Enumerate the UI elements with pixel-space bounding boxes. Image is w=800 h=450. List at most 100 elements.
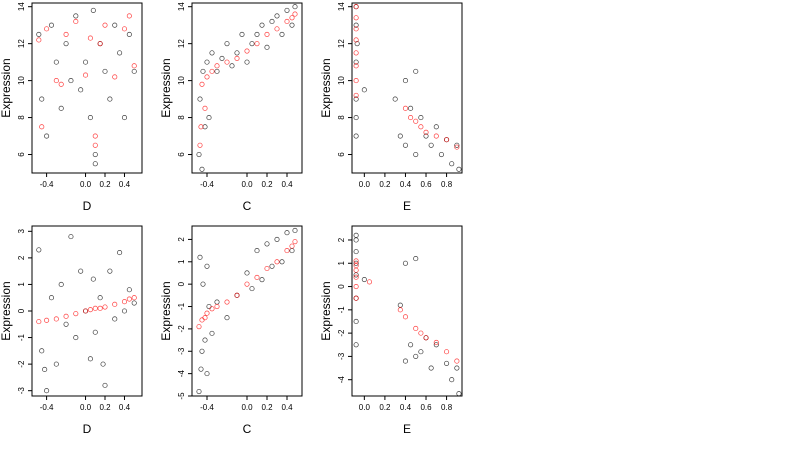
point	[202, 105, 208, 111]
point	[204, 74, 210, 80]
point	[92, 151, 98, 158]
point	[433, 342, 439, 348]
point	[353, 22, 359, 28]
point	[196, 324, 202, 330]
y-tick-label: 10	[17, 76, 26, 85]
point	[63, 313, 69, 319]
point	[284, 248, 290, 254]
y-axis-title: Expression	[159, 281, 173, 340]
point	[353, 50, 359, 56]
point	[209, 68, 215, 74]
plot-frame	[31, 2, 143, 174]
x-tick-label: 0.0	[80, 180, 92, 189]
point	[456, 391, 462, 397]
y-tick-label: 14	[337, 2, 346, 11]
point	[36, 247, 42, 253]
point	[264, 31, 270, 37]
point	[454, 142, 460, 148]
point	[44, 133, 50, 139]
point	[433, 133, 439, 139]
point	[353, 267, 359, 273]
point	[408, 342, 414, 348]
point	[279, 31, 285, 37]
point	[454, 144, 460, 150]
point	[418, 330, 424, 336]
point	[454, 358, 460, 364]
y-tick-label: 2	[337, 237, 346, 242]
point	[121, 26, 128, 32]
y-tick-label: -1	[177, 302, 186, 310]
point	[87, 307, 93, 313]
point	[408, 115, 414, 121]
x-tick-label: 0.0	[359, 403, 371, 412]
point	[199, 166, 205, 172]
x-tick-label: 0.2	[379, 180, 391, 189]
x-tick-label: 0.4	[281, 180, 293, 189]
point	[97, 295, 103, 301]
point	[353, 260, 359, 266]
point	[73, 13, 79, 19]
point	[224, 315, 230, 321]
point	[259, 22, 265, 28]
point	[444, 360, 450, 366]
x-tick-label: -0.4	[200, 180, 214, 189]
point	[73, 335, 79, 341]
point	[361, 277, 367, 283]
y-tick-label: -2	[177, 325, 186, 333]
point	[454, 365, 460, 371]
point	[39, 96, 45, 102]
point	[428, 142, 434, 148]
point	[204, 59, 210, 65]
point	[244, 281, 250, 287]
point	[224, 59, 230, 65]
y-tick-label: 12	[337, 39, 346, 48]
point	[82, 59, 89, 65]
point	[289, 22, 295, 28]
point	[274, 236, 280, 242]
point	[269, 18, 275, 25]
y-tick-label: -1	[337, 306, 346, 314]
point	[44, 317, 50, 323]
y-tick-label: 6	[337, 152, 346, 157]
point	[361, 87, 367, 93]
point	[112, 74, 118, 80]
point	[48, 295, 55, 301]
point	[289, 15, 295, 21]
x-axis-title: C	[243, 422, 252, 436]
point	[102, 382, 108, 388]
point	[78, 268, 84, 274]
point	[449, 377, 455, 383]
point	[423, 335, 429, 341]
x-axis-title: D	[83, 199, 92, 213]
point	[206, 115, 212, 121]
point	[413, 118, 419, 124]
y-tick-label: -4	[177, 370, 186, 378]
point	[39, 348, 45, 354]
point	[58, 281, 64, 287]
point	[234, 50, 240, 56]
point	[63, 41, 69, 47]
y-tick-label: 8	[337, 115, 346, 120]
y-axis-title: Expression	[319, 58, 333, 117]
point	[78, 87, 84, 93]
point	[121, 299, 128, 305]
point	[63, 31, 69, 37]
plot-frame	[351, 2, 463, 174]
y-tick-label: -4	[337, 376, 346, 384]
y-tick-label: 1	[337, 260, 346, 265]
point	[131, 300, 137, 306]
point	[366, 279, 373, 285]
x-tick-label: 0.2	[261, 180, 273, 189]
x-tick-label: -0.4	[200, 403, 214, 412]
point	[209, 330, 215, 336]
x-tick-label: 0.4	[400, 180, 412, 189]
x-tick-label: 0.0	[241, 180, 253, 189]
point	[289, 248, 295, 254]
x-tick-label: 0.0	[359, 180, 371, 189]
point	[209, 306, 215, 312]
point	[107, 96, 113, 102]
point	[254, 274, 260, 280]
point	[353, 92, 359, 98]
point	[82, 72, 89, 78]
point	[353, 295, 359, 301]
